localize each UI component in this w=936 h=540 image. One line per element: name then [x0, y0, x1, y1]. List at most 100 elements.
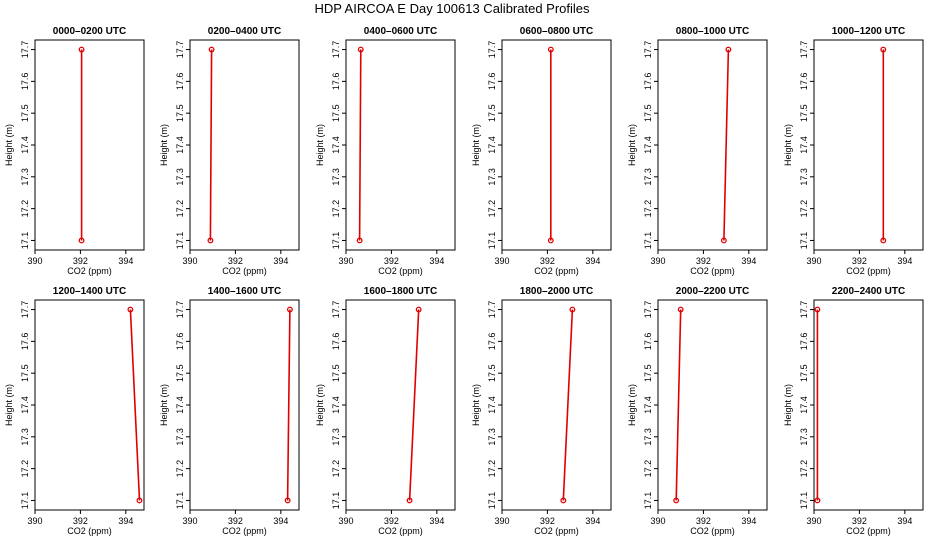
- y-tick-label: 17.6: [331, 333, 341, 351]
- profile-point: [814, 306, 821, 313]
- profile-point: [286, 306, 293, 313]
- x-tick-label: 392: [228, 516, 243, 526]
- x-tick-label: 390: [338, 256, 353, 266]
- x-tick-label: 390: [650, 516, 665, 526]
- y-tick-label: 17.3: [643, 168, 653, 186]
- y-axis-label: Height (m): [4, 124, 14, 166]
- y-tick-label: 17.2: [643, 460, 653, 478]
- x-tick-label: 394: [429, 256, 444, 266]
- y-tick-label: 17.2: [799, 200, 809, 218]
- y-tick-label: 17.1: [331, 492, 341, 510]
- y-tick-label: 17.5: [799, 364, 809, 382]
- profile-point: [880, 46, 887, 53]
- profile-point: [356, 237, 363, 244]
- y-axis-label: Height (m): [627, 384, 637, 426]
- panel-title: 0600–0800 UTC: [520, 26, 593, 37]
- y-tick-label: 17.6: [331, 73, 341, 91]
- x-tick-label: 392: [540, 256, 555, 266]
- y-tick-label: 17.3: [331, 428, 341, 446]
- panel-title: 0400–0600 UTC: [364, 26, 437, 37]
- y-tick-label: 17.1: [175, 492, 185, 510]
- y-tick-label: 17.5: [331, 104, 341, 122]
- figure-title: HDP AIRCOA E Day 100613 Calibrated Profi…: [314, 1, 590, 16]
- y-tick-label: 17.2: [643, 200, 653, 218]
- y-tick-label: 17.7: [643, 41, 653, 59]
- x-tick-label: 392: [228, 256, 243, 266]
- x-tick-label: 394: [897, 516, 912, 526]
- y-tick-label: 17.6: [643, 333, 653, 351]
- plot-frame: [501, 39, 612, 251]
- y-tick-label: 17.1: [20, 492, 30, 510]
- y-tick-label: 17.1: [643, 232, 653, 250]
- x-tick-label: 390: [182, 516, 197, 526]
- y-tick-label: 17.4: [799, 396, 809, 414]
- y-tick-label: 17.1: [175, 232, 185, 250]
- x-tick-label: 392: [540, 516, 555, 526]
- y-tick-label: 17.2: [487, 200, 497, 218]
- y-tick-label: 17.4: [175, 136, 185, 154]
- profile-panel: 0000–0200 UTC 390 392 394 17.1 17.2 17.3 17.4 17…: [4, 26, 145, 276]
- y-tick-label: 17.3: [331, 168, 341, 186]
- y-tick-label: 17.6: [20, 73, 30, 91]
- y-tick-label: 17.7: [175, 301, 185, 319]
- y-axis-label: Height (m): [627, 124, 637, 166]
- y-tick-label: 17.6: [175, 73, 185, 91]
- profile-panel: 0800–1000 UTC 390 392 394 17.1 17.2 17.3 17.4 17…: [627, 26, 768, 276]
- x-tick-label: 394: [741, 256, 756, 266]
- y-tick-label: 17.3: [487, 428, 497, 446]
- profile-point: [677, 306, 684, 313]
- profile-point: [208, 46, 215, 53]
- profile-line: [562, 309, 574, 501]
- x-tick-label: 392: [73, 256, 88, 266]
- y-axis-label: Height (m): [471, 124, 481, 166]
- y-tick-label: 17.7: [20, 301, 30, 319]
- panel-title: 1200–1400 UTC: [53, 286, 126, 297]
- x-axis-label: CO2 (ppm): [846, 266, 891, 276]
- y-tick-label: 17.1: [487, 492, 497, 510]
- y-tick-label: 17.4: [331, 396, 341, 414]
- profile-panel: 1600–1800 UTC 390 392 394 17.1 17.2 17.3 17.4 17…: [315, 286, 456, 536]
- y-tick-label: 17.1: [487, 232, 497, 250]
- y-tick-label: 17.2: [175, 200, 185, 218]
- y-tick-label: 17.1: [799, 492, 809, 510]
- y-axis-label: Height (m): [159, 384, 169, 426]
- x-axis-label: CO2 (ppm): [378, 266, 423, 276]
- y-axis-label: Height (m): [315, 384, 325, 426]
- panels-grid: 0000–0200 UTC 390 392 394 17.1 17.2 17.3 17.4 17…: [4, 26, 924, 536]
- y-tick-label: 17.4: [487, 136, 497, 154]
- y-tick-label: 17.4: [643, 136, 653, 154]
- x-tick-label: 390: [806, 256, 821, 266]
- y-tick-label: 17.3: [643, 428, 653, 446]
- panel-title: 2200–2400 UTC: [832, 286, 905, 297]
- y-tick-label: 17.5: [331, 364, 341, 382]
- profile-line: [129, 309, 141, 501]
- y-axis-label: Height (m): [471, 384, 481, 426]
- y-tick-label: 17.6: [20, 333, 30, 351]
- y-tick-label: 17.5: [175, 104, 185, 122]
- profile-point: [415, 306, 422, 313]
- x-tick-label: 392: [384, 256, 399, 266]
- profile-point: [673, 497, 680, 504]
- x-tick-label: 394: [741, 516, 756, 526]
- y-tick-label: 17.7: [175, 41, 185, 59]
- profile-point: [560, 497, 567, 504]
- x-axis-label: CO2 (ppm): [67, 526, 112, 536]
- x-tick-label: 390: [650, 256, 665, 266]
- profile-line: [675, 309, 682, 501]
- profile-line: [358, 49, 362, 241]
- profile-line: [408, 309, 420, 501]
- plot-frame: [813, 299, 924, 511]
- profile-point: [78, 46, 85, 53]
- x-tick-label: 394: [273, 256, 288, 266]
- y-tick-label: 17.6: [175, 333, 185, 351]
- plot-frame: [189, 299, 300, 511]
- y-tick-label: 17.6: [487, 73, 497, 91]
- y-tick-label: 17.3: [799, 428, 809, 446]
- y-tick-label: 17.7: [643, 301, 653, 319]
- y-tick-label: 17.3: [799, 168, 809, 186]
- y-tick-label: 17.5: [487, 364, 497, 382]
- profile-panel: 1400–1600 UTC 390 392 394 17.1 17.2 17.3 17.4 17…: [159, 286, 300, 536]
- y-tick-label: 17.4: [331, 136, 341, 154]
- y-axis-label: Height (m): [315, 124, 325, 166]
- x-axis-label: CO2 (ppm): [690, 266, 735, 276]
